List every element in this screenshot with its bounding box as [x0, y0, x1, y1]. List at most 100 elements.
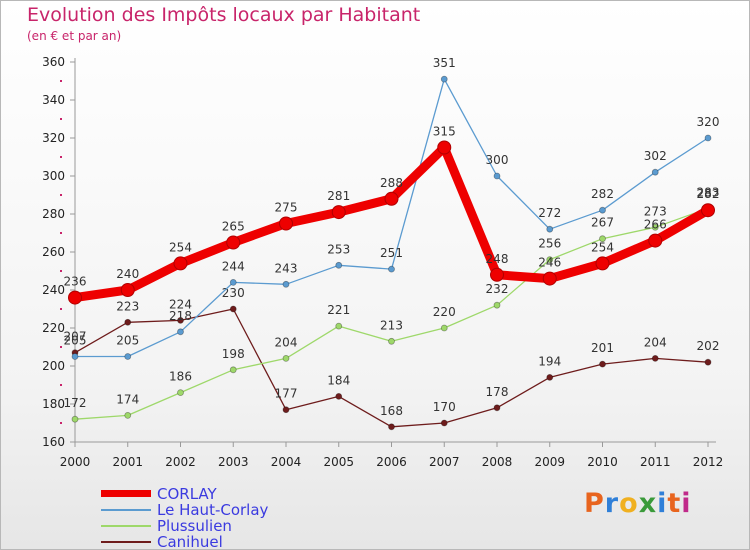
- data-label-le-haut-corlay: 243: [275, 261, 298, 275]
- logo-letter: t: [667, 488, 682, 519]
- data-label-le-haut-corlay: 282: [591, 187, 614, 201]
- data-point-canihuel: [388, 423, 395, 431]
- y-tick-label: 220: [42, 321, 65, 335]
- data-point-corlay: [437, 140, 452, 155]
- x-tick-label: 2011: [640, 455, 671, 469]
- data-label-plussulien: 174: [116, 392, 139, 406]
- data-point-canihuel: [282, 406, 290, 414]
- data-label-le-haut-corlay: 251: [380, 246, 403, 260]
- data-point-plussulien: [388, 337, 395, 345]
- data-point-corlay: [648, 233, 663, 248]
- y-tick-label: 180: [42, 397, 65, 411]
- data-label-canihuel: 178: [486, 385, 509, 399]
- data-point-le-haut-corlay: [546, 225, 554, 233]
- data-point-canihuel: [704, 358, 712, 366]
- data-label-plussulien: 172: [64, 396, 87, 410]
- y-tick-label: 160: [42, 435, 65, 449]
- x-tick-label: 2002: [165, 455, 196, 469]
- data-point-corlay: [68, 290, 82, 305]
- logo-letter: i: [681, 488, 692, 519]
- data-point-plussulien: [493, 301, 501, 309]
- chart-subtitle: (en € et par an): [27, 29, 122, 43]
- data-point-canihuel: [229, 305, 237, 313]
- data-label-plussulien: 204: [275, 335, 298, 349]
- y-tick-label: 260: [42, 245, 65, 259]
- data-point-canihuel: [124, 318, 132, 326]
- data-label-le-haut-corlay: 300: [486, 153, 509, 167]
- data-label-le-haut-corlay: 320: [697, 115, 720, 129]
- logo-letter: o: [619, 488, 639, 519]
- data-point-corlay: [279, 216, 293, 231]
- data-label-corlay: 246: [538, 256, 561, 270]
- x-tick-label: 2003: [218, 455, 249, 469]
- data-label-plussulien: 186: [169, 370, 192, 384]
- data-label-corlay: 240: [116, 267, 139, 281]
- data-label-canihuel: 230: [222, 286, 245, 300]
- logo-letter: P: [584, 488, 605, 519]
- y-tick-label: 200: [42, 359, 65, 373]
- data-point-canihuel: [651, 354, 659, 362]
- data-label-corlay: 265: [222, 220, 245, 234]
- x-tick-label: 2006: [376, 455, 407, 469]
- legend-swatch-le-haut-corlay: [101, 509, 151, 511]
- logo-letter: r: [604, 488, 620, 519]
- data-label-corlay: 288: [380, 176, 403, 190]
- data-point-le-haut-corlay: [177, 328, 184, 336]
- data-point-corlay: [542, 271, 557, 286]
- data-label-le-haut-corlay: 253: [327, 242, 350, 256]
- data-label-le-haut-corlay: 218: [169, 309, 192, 323]
- data-label-corlay: 281: [327, 189, 350, 203]
- logo-letter: x: [638, 488, 658, 519]
- legend-swatch-corlay: [101, 490, 151, 497]
- x-tick-label: 2001: [112, 455, 143, 469]
- data-point-corlay: [595, 256, 610, 271]
- data-label-le-haut-corlay: 205: [64, 334, 87, 348]
- data-point-le-haut-corlay: [71, 353, 79, 360]
- data-point-plussulien: [599, 235, 606, 243]
- data-point-plussulien: [440, 324, 448, 332]
- data-point-plussulien: [335, 322, 343, 330]
- data-label-plussulien: 256: [538, 237, 561, 251]
- data-point-le-haut-corlay: [282, 280, 290, 288]
- data-label-corlay: 266: [644, 218, 667, 232]
- data-label-plussulien: 198: [222, 347, 245, 361]
- data-label-corlay: 248: [486, 252, 509, 266]
- data-label-corlay: 254: [169, 240, 192, 254]
- x-tick-label: 2004: [271, 455, 302, 469]
- data-point-le-haut-corlay: [124, 353, 132, 360]
- data-label-le-haut-corlay: 272: [538, 206, 561, 220]
- x-tick-label: 2000: [60, 455, 91, 469]
- y-tick-label: 300: [42, 169, 65, 183]
- data-point-canihuel: [599, 360, 606, 368]
- data-label-canihuel: 201: [591, 341, 614, 355]
- data-point-plussulien: [124, 411, 132, 419]
- data-point-plussulien: [651, 223, 659, 231]
- legend-swatch-plussulien: [101, 525, 151, 527]
- x-tick-label: 2012: [693, 455, 724, 469]
- data-label-canihuel: 168: [380, 404, 403, 418]
- legend-label-corlay: CORLAY: [157, 485, 217, 503]
- data-label-canihuel: 207: [64, 330, 87, 344]
- data-label-plussulien: 267: [591, 216, 614, 230]
- data-label-corlay: 275: [275, 201, 298, 215]
- data-point-corlay: [120, 283, 135, 297]
- data-label-plussulien: 273: [644, 204, 667, 218]
- data-label-plussulien: 232: [486, 282, 509, 296]
- data-label-canihuel: 184: [327, 373, 350, 387]
- data-label-le-haut-corlay: 244: [222, 259, 245, 273]
- legend-swatch-canihuel: [101, 541, 151, 543]
- data-point-plussulien: [229, 366, 237, 374]
- data-label-plussulien: 213: [380, 318, 403, 332]
- chart-title: Evolution des Impôts locaux par Habitant: [27, 4, 421, 26]
- data-label-corlay: 282: [697, 187, 720, 201]
- y-tick-label: 320: [42, 131, 65, 145]
- data-point-plussulien: [177, 389, 184, 397]
- legend-label-canihuel: Canihuel: [157, 533, 223, 550]
- data-point-plussulien: [546, 256, 554, 264]
- x-tick-label: 2008: [482, 455, 513, 469]
- proxiti-logo: Proxiti: [584, 488, 692, 519]
- x-tick-label: 2009: [534, 455, 565, 469]
- data-label-canihuel: 223: [116, 299, 139, 313]
- data-point-canihuel: [440, 419, 448, 427]
